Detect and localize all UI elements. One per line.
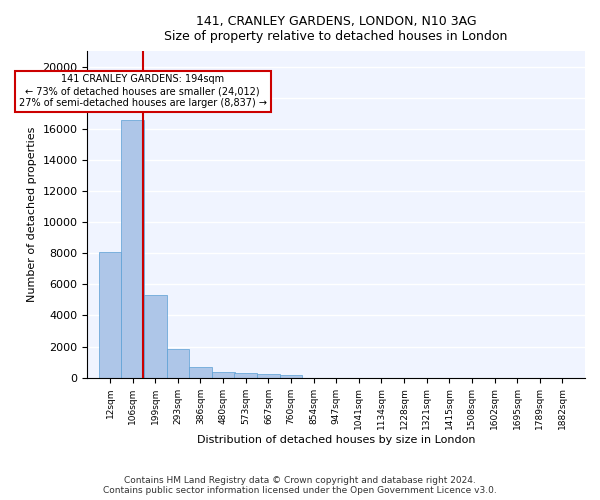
Bar <box>144 295 167 378</box>
X-axis label: Distribution of detached houses by size in London: Distribution of detached houses by size … <box>197 435 475 445</box>
Text: 141 CRANLEY GARDENS: 194sqm
← 73% of detached houses are smaller (24,012)
27% of: 141 CRANLEY GARDENS: 194sqm ← 73% of det… <box>19 74 266 108</box>
Bar <box>280 374 302 378</box>
Bar <box>257 374 280 378</box>
Bar <box>235 374 257 378</box>
Bar <box>167 349 190 378</box>
Bar <box>212 372 235 378</box>
Title: 141, CRANLEY GARDENS, LONDON, N10 3AG
Size of property relative to detached hous: 141, CRANLEY GARDENS, LONDON, N10 3AG Si… <box>164 15 508 43</box>
Y-axis label: Number of detached properties: Number of detached properties <box>27 126 37 302</box>
Bar <box>121 120 144 378</box>
Text: Contains HM Land Registry data © Crown copyright and database right 2024.
Contai: Contains HM Land Registry data © Crown c… <box>103 476 497 495</box>
Bar <box>189 366 212 378</box>
Bar <box>98 252 121 378</box>
